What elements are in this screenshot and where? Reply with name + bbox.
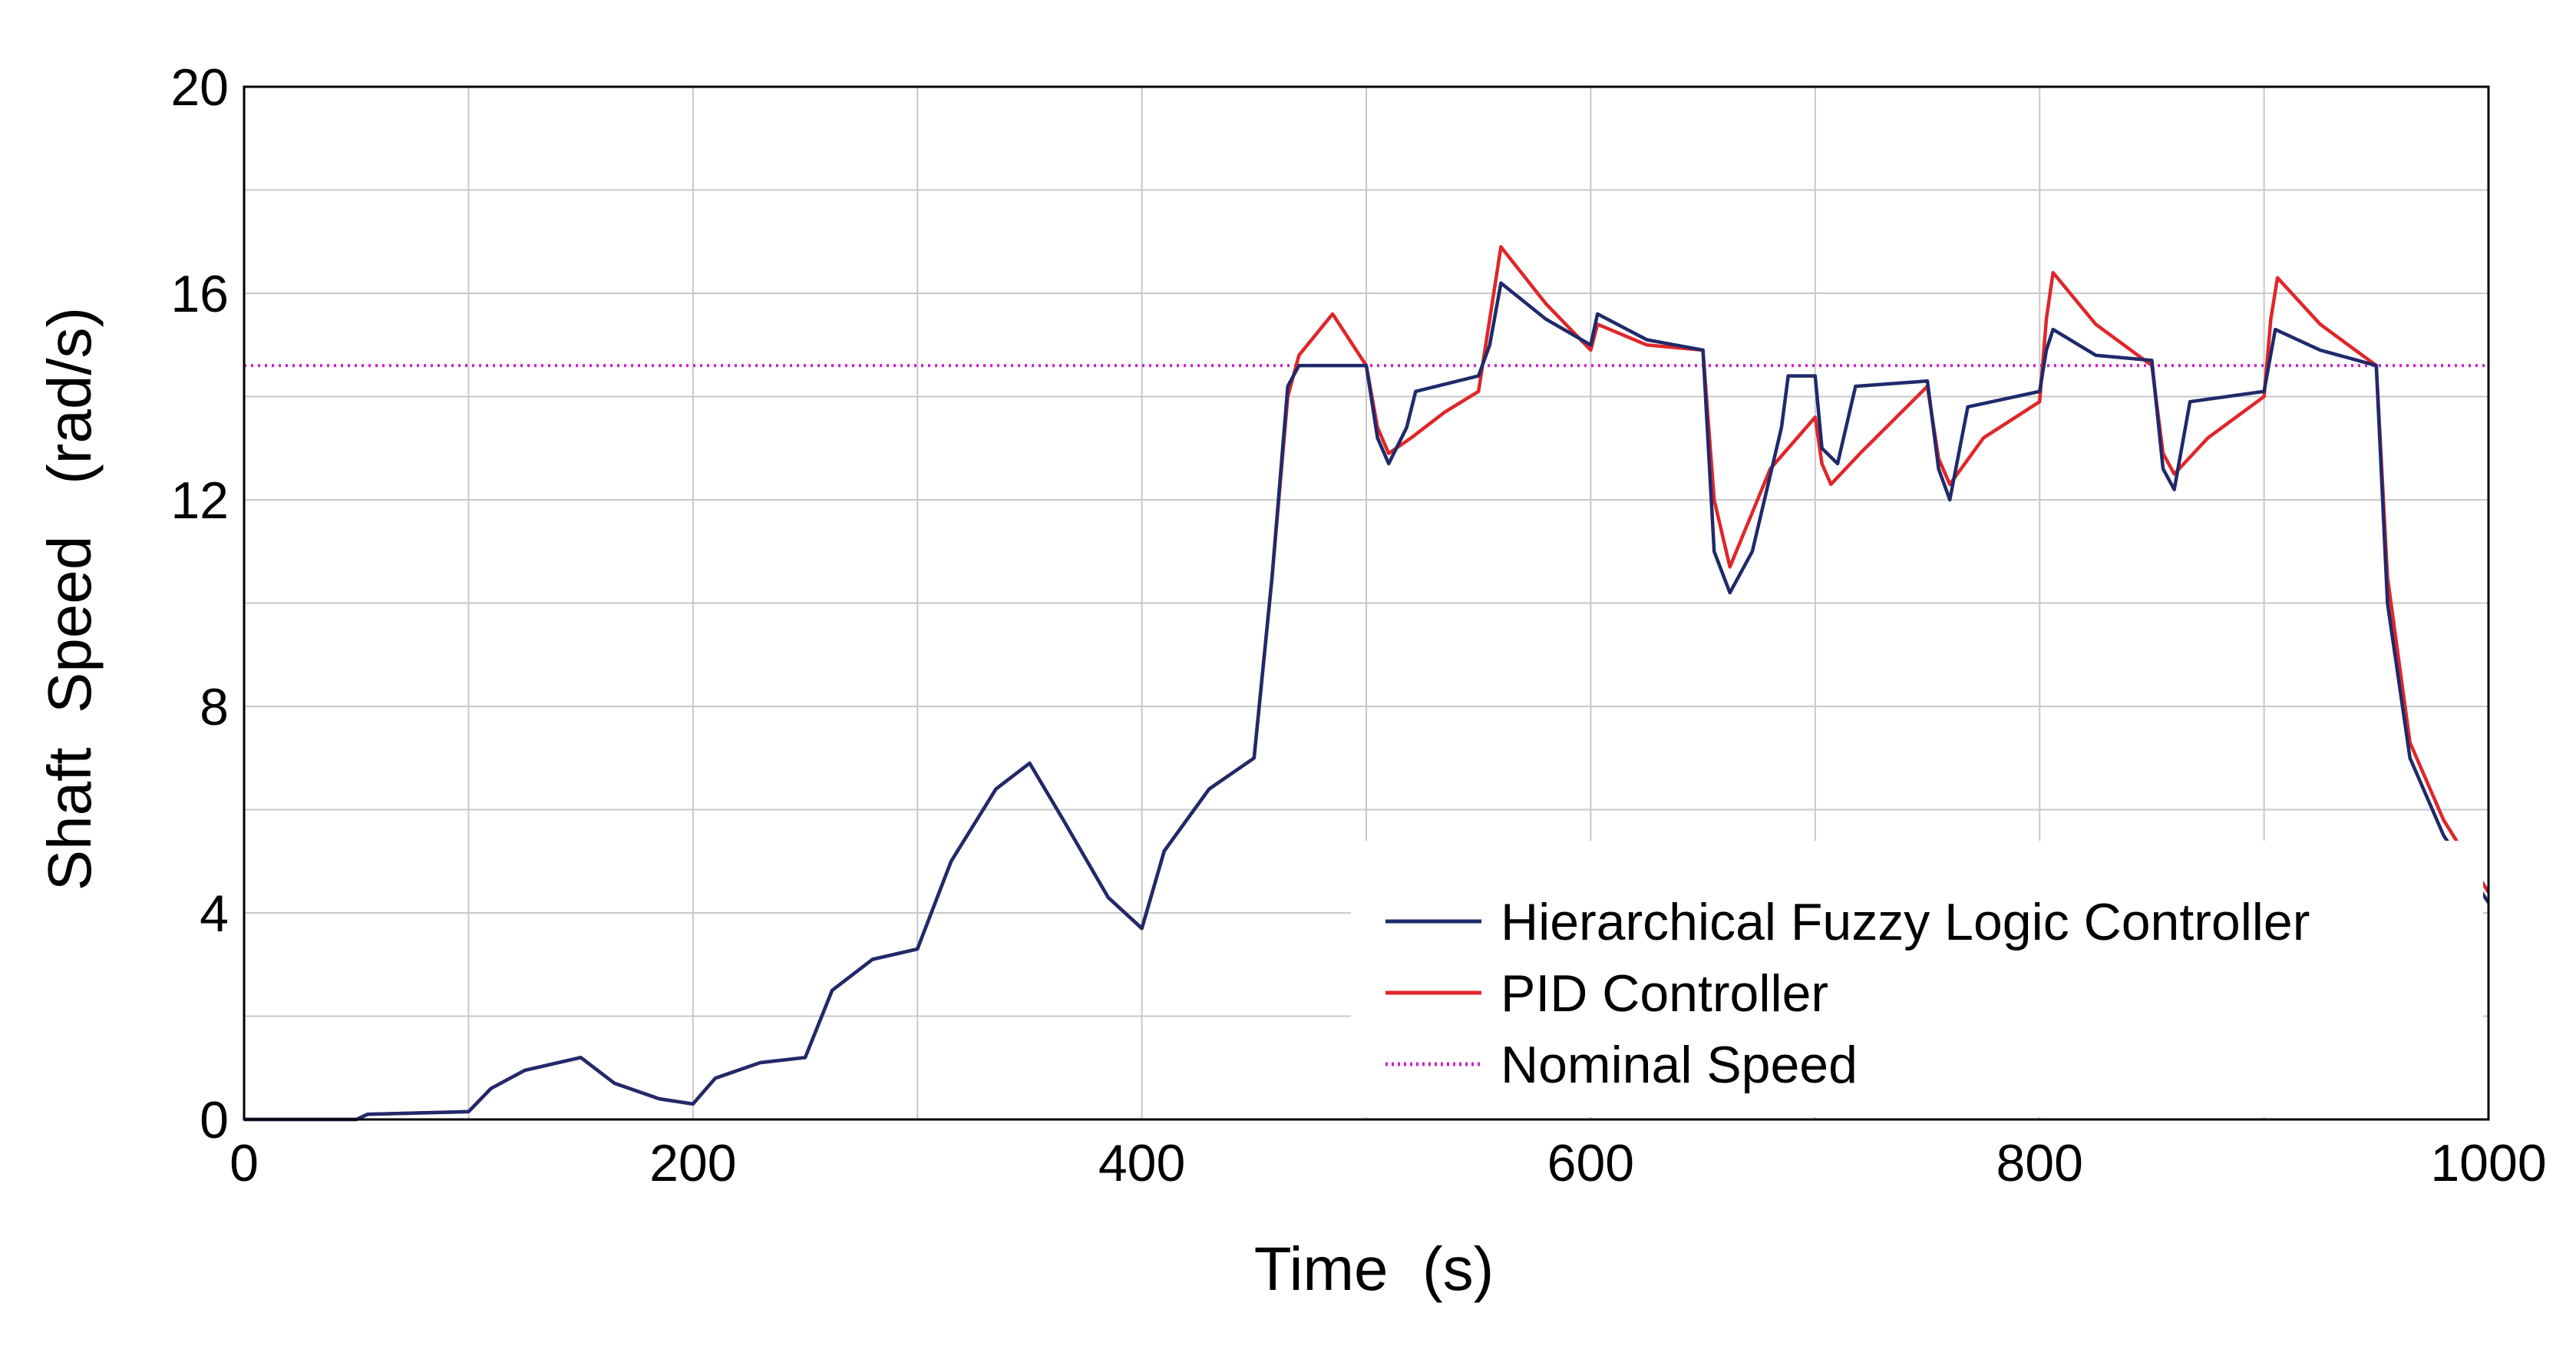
x-tick-label: 400: [1098, 1134, 1185, 1192]
y-tick-label: 0: [200, 1091, 229, 1149]
x-tick-label: 800: [1996, 1134, 2082, 1192]
x-axis-label: Time (s): [1254, 1235, 1494, 1303]
legend-label-fuzzy: Hierarchical Fuzzy Logic Controller: [1501, 893, 2310, 951]
legend-label-pid: PID Controller: [1501, 964, 1828, 1023]
tick-labels: 0 200 400 600 800 1000 0 4 8 12 16 20: [170, 58, 2546, 1192]
y-tick-label: 8: [200, 678, 229, 736]
legend: Hierarchical Fuzzy Logic Controller PID …: [1351, 841, 2483, 1117]
plot-frame: [243, 85, 2490, 1121]
x-tick-label: 200: [649, 1134, 736, 1192]
x-tick-label: 1000: [2430, 1134, 2546, 1192]
y-tick-label: 16: [170, 265, 229, 323]
y-tick-label: 20: [170, 58, 229, 117]
x-tick-label: 600: [1547, 1134, 1634, 1192]
legend-label-nominal: Nominal Speed: [1501, 1036, 1858, 1094]
legend-box: [1351, 841, 2483, 1117]
series-line-0: [244, 281, 2490, 1122]
y-axis-label: Shaft Speed (rad/s): [35, 307, 104, 891]
y-tick-label: 4: [200, 885, 229, 943]
x-tick-label: 0: [230, 1134, 259, 1192]
y-tick-label: 12: [170, 471, 229, 530]
series-layer: [244, 245, 2490, 1122]
